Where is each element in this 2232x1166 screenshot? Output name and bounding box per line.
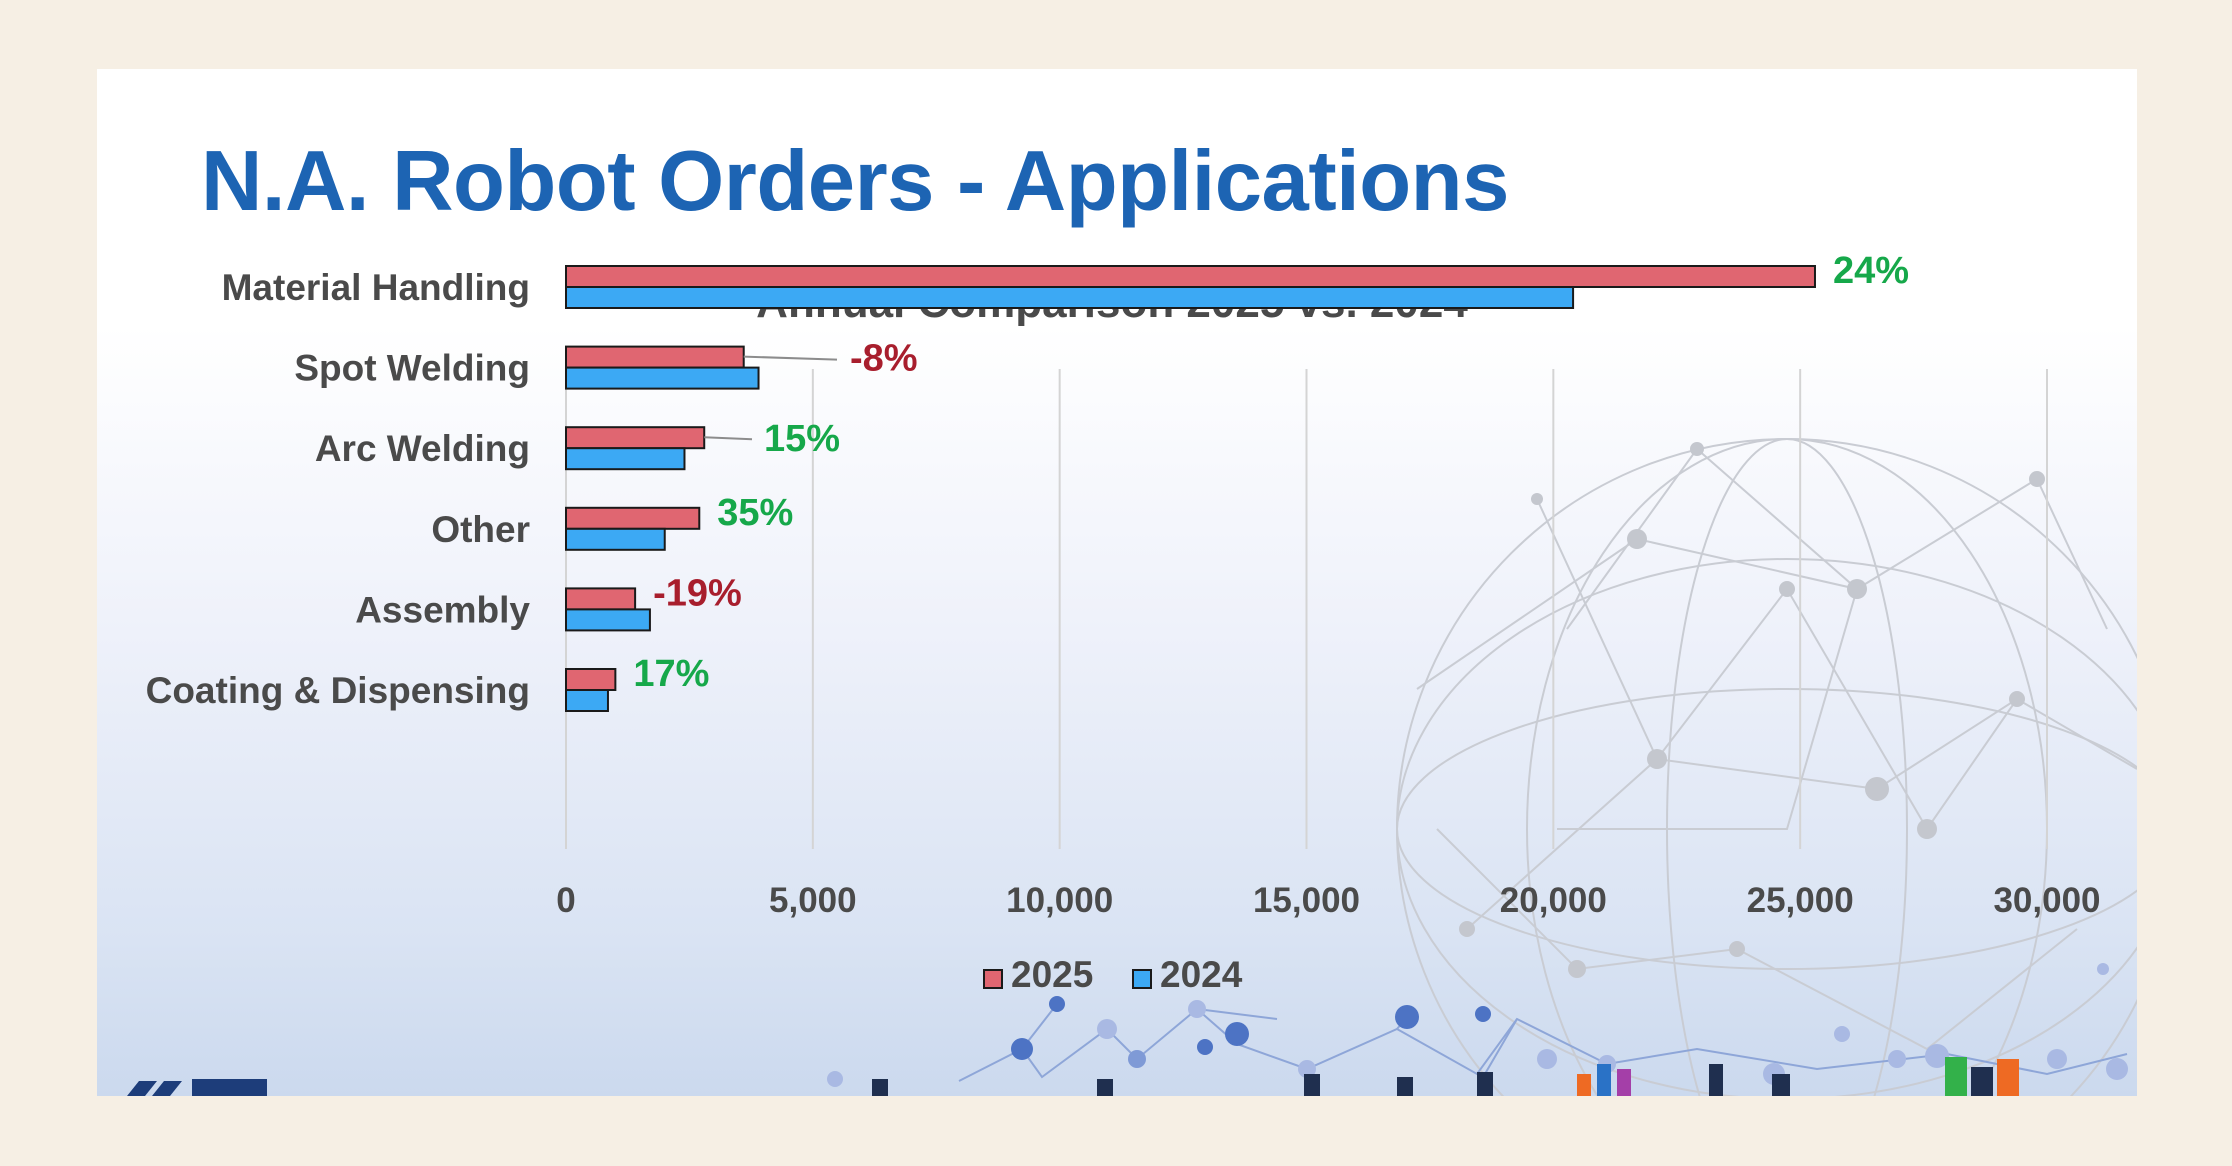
bar-2025	[565, 345, 745, 369]
bar-2024	[565, 447, 686, 471]
slide-title: N.A. Robot Orders - Applications	[201, 134, 1509, 229]
legend-label-2024: 2024	[1160, 954, 1243, 995]
percent-change-label: 35%	[717, 492, 793, 534]
x-tick-label: 0	[556, 881, 575, 920]
bar-chart: Annual Comparison 2025 vs. 202405,00010,…	[146, 250, 2101, 995]
bar-2024	[565, 286, 1575, 309]
bar-2024	[565, 608, 651, 632]
category-label: Coating & Dispensing	[146, 670, 530, 711]
legend-label-2025: 2025	[1011, 954, 1093, 995]
category-label: Spot Welding	[294, 348, 530, 389]
percent-change-label: 15%	[764, 418, 840, 460]
bar-2025	[565, 506, 701, 530]
network-links	[958, 1003, 2128, 1082]
annotation-leader-line	[743, 355, 838, 361]
category-label: Other	[431, 509, 530, 550]
slide: N.A. Robot Orders - Applications Annual …	[97, 69, 2137, 1096]
legend-swatch-2024	[1132, 969, 1152, 989]
percent-change-label: 24%	[1833, 250, 1909, 292]
people-icons	[872, 1057, 2019, 1096]
percent-change-label: -19%	[653, 572, 742, 614]
percent-change-label: -8%	[850, 338, 918, 380]
x-tick-label: 30,000	[1993, 881, 2100, 920]
bar-2025	[565, 587, 637, 611]
network-globe-decoration	[127, 438, 2137, 1096]
category-label: Assembly	[355, 589, 530, 630]
bar-2025	[565, 426, 706, 450]
x-tick-label: 20,000	[1500, 881, 1607, 920]
legend-swatch-2025	[983, 969, 1003, 989]
category-label: Material Handling	[222, 267, 530, 308]
bar-2025	[565, 668, 617, 691]
company-logo	[127, 1079, 267, 1096]
bar-2024	[565, 527, 666, 551]
bar-2024	[565, 689, 609, 712]
x-tick-label: 10,000	[1006, 881, 1113, 920]
network-dots	[827, 963, 2128, 1087]
bar-2024	[565, 366, 760, 390]
category-label: Arc Welding	[315, 428, 530, 469]
x-tick-label: 5,000	[769, 881, 857, 920]
globe-nodes	[1459, 442, 2045, 978]
bar-2025	[565, 265, 1816, 288]
annotation-leader-line	[704, 436, 753, 441]
percent-change-label: 17%	[633, 653, 709, 695]
x-tick-label: 15,000	[1253, 881, 1360, 920]
x-tick-label: 25,000	[1747, 881, 1854, 920]
